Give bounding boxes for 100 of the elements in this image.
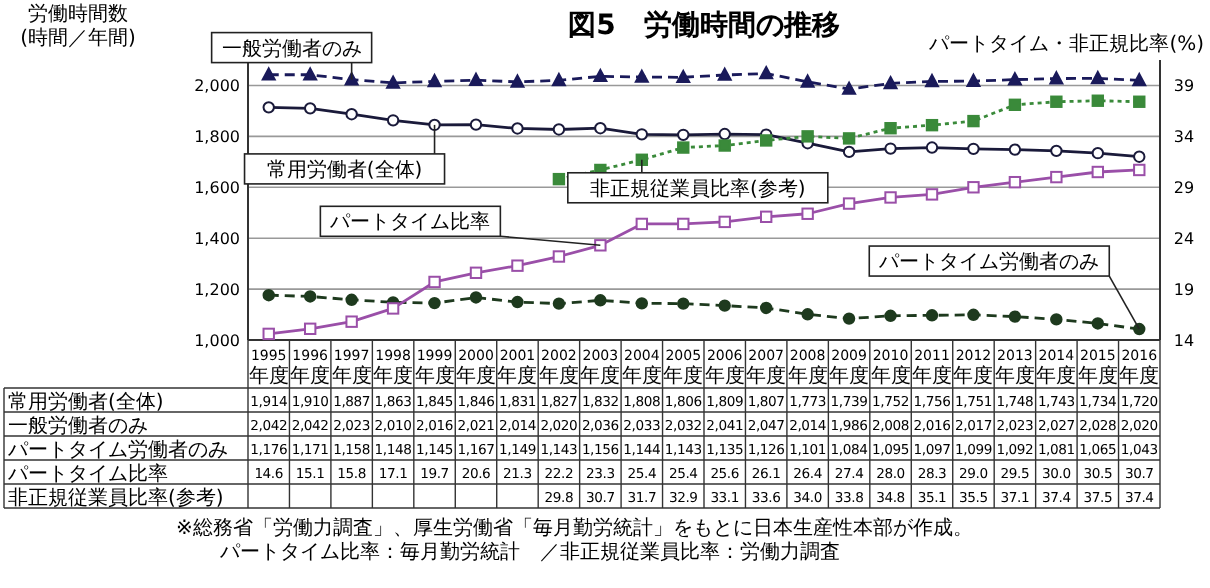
point xyxy=(925,141,939,154)
point xyxy=(511,295,524,309)
text: パートタイム比率 xyxy=(8,464,168,486)
point xyxy=(594,122,607,135)
point xyxy=(1050,170,1063,184)
point xyxy=(635,128,649,141)
series-label: 非正規従業員比率(参考) xyxy=(590,176,806,201)
point xyxy=(262,101,275,114)
point xyxy=(1050,95,1063,108)
point xyxy=(551,72,566,87)
point xyxy=(345,315,358,328)
point xyxy=(966,73,981,87)
y-tick-label: 1,400 xyxy=(194,230,240,249)
text: 非正規従業員比率(参考) xyxy=(8,488,224,510)
point xyxy=(801,130,814,143)
point xyxy=(634,69,649,83)
point xyxy=(386,114,400,127)
y-tick-label: 1,000 xyxy=(194,332,240,350)
y2-tick-label: 14 xyxy=(1173,332,1195,350)
point xyxy=(842,312,856,325)
point xyxy=(593,68,608,83)
point xyxy=(967,142,980,156)
point xyxy=(1050,313,1063,326)
point xyxy=(552,297,566,310)
point xyxy=(1133,163,1146,177)
y-axis-title: 労働時間数 (時間／年間) xyxy=(18,4,138,52)
y2-tick-label: 39 xyxy=(1173,77,1195,96)
point xyxy=(967,114,980,128)
point xyxy=(925,118,939,132)
point xyxy=(1133,322,1146,336)
point xyxy=(718,127,731,141)
point xyxy=(677,128,690,142)
point xyxy=(1133,95,1146,108)
point xyxy=(345,108,358,121)
point xyxy=(884,142,897,155)
point xyxy=(717,67,732,81)
point xyxy=(842,132,856,145)
point xyxy=(1008,143,1022,156)
point xyxy=(676,69,691,84)
point xyxy=(842,197,856,210)
point xyxy=(883,76,898,90)
point xyxy=(262,327,275,341)
point xyxy=(759,66,774,80)
point xyxy=(718,215,731,229)
point xyxy=(884,309,897,323)
point xyxy=(1050,144,1063,158)
chart-title: 図5 労働時間の推移 xyxy=(568,10,840,42)
point xyxy=(677,297,690,310)
point xyxy=(842,81,857,95)
point xyxy=(1091,317,1105,330)
point xyxy=(303,102,317,115)
point xyxy=(1007,72,1022,86)
point xyxy=(1008,310,1022,323)
point xyxy=(552,250,566,263)
point xyxy=(262,289,275,302)
point xyxy=(677,217,690,231)
point xyxy=(511,259,524,272)
point xyxy=(1091,146,1105,160)
series-label: 一般労働者のみ xyxy=(221,36,362,61)
point xyxy=(1049,71,1064,85)
point xyxy=(303,67,318,81)
point xyxy=(1091,165,1105,179)
point xyxy=(800,74,815,88)
y-tick-label: 2,000 xyxy=(194,77,240,96)
point xyxy=(1090,70,1105,85)
point xyxy=(801,308,814,321)
point xyxy=(510,74,525,88)
point xyxy=(469,118,483,131)
point xyxy=(469,266,483,279)
point xyxy=(1132,72,1147,87)
point xyxy=(1091,94,1105,107)
point xyxy=(925,73,939,88)
point xyxy=(801,207,814,220)
point xyxy=(511,122,524,135)
series-label: 常用労働者(全体) xyxy=(266,157,423,182)
y-tick-label: 1,200 xyxy=(194,281,240,300)
text: 常用労働者(全体) xyxy=(8,392,164,414)
y2-tick-label: 19 xyxy=(1173,281,1195,300)
point xyxy=(469,291,483,304)
point xyxy=(884,122,897,135)
point xyxy=(427,73,442,88)
point xyxy=(303,290,317,303)
point xyxy=(1008,98,1022,111)
point xyxy=(594,294,607,307)
point xyxy=(635,297,649,310)
point xyxy=(967,181,980,194)
text: ※総務省「労働力調査」、厚生労働省「毎月勤労統計」をもとに日本生産性本部が作成。 xyxy=(176,516,973,540)
point xyxy=(718,299,731,312)
y2-axis-title: パートタイム・非正規比率(%) xyxy=(927,32,1205,56)
point xyxy=(842,145,856,159)
point xyxy=(884,191,897,204)
y2-tick-label: 24 xyxy=(1173,230,1195,249)
text: パートタイム労働者のみ xyxy=(8,440,228,462)
point xyxy=(718,139,731,152)
point xyxy=(344,72,359,86)
point xyxy=(1133,150,1146,163)
point xyxy=(469,72,483,86)
y-tick-label: 1,600 xyxy=(194,179,240,198)
point xyxy=(552,123,566,136)
point xyxy=(925,188,939,201)
